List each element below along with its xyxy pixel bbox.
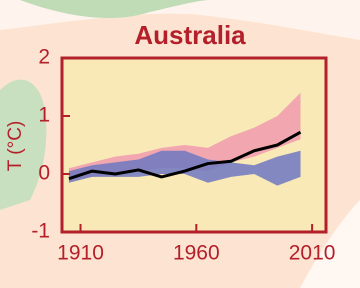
model-band [68,92,301,180]
plot-frame [60,56,328,234]
map-sea [300,200,360,288]
model-band [68,150,301,186]
map-land [0,79,47,210]
map-land [20,0,210,19]
y-tick-label: 1 [38,104,50,127]
observed-line [68,130,302,181]
y-axis-label: T (°C) [5,121,26,172]
y-tick-label: 0 [38,162,50,185]
y-tick-label: -1 [31,220,50,243]
plot-background [62,58,326,232]
chart-title: Australia [134,20,246,50]
x-tick-label: 1910 [57,242,104,265]
x-tick-label: 2010 [289,242,336,265]
y-tick-label: 2 [38,46,50,69]
x-tick-label: 1960 [173,242,220,265]
